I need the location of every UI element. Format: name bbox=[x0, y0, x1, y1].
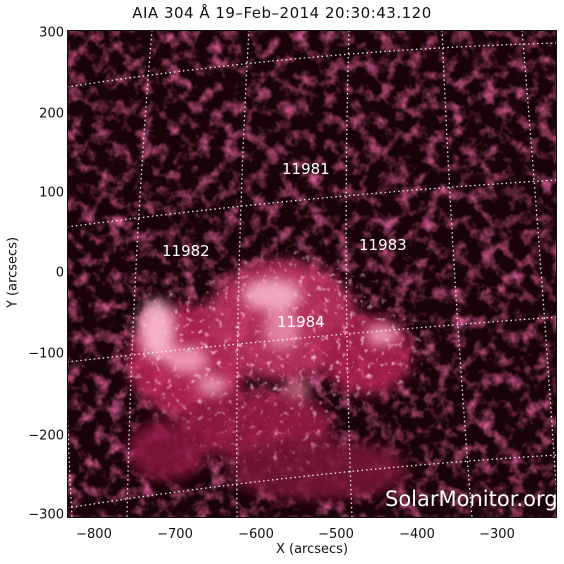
y-tick-0: 0 bbox=[55, 265, 64, 281]
x-tick-minus400: −400 bbox=[399, 527, 435, 542]
y-tick-minus200: −200 bbox=[28, 428, 64, 444]
region-label-11983: 11983 bbox=[359, 236, 407, 254]
image-title: AIA 304 Å 19–Feb–2014 20:30:43.120 bbox=[132, 4, 432, 22]
region-label-11981: 11981 bbox=[282, 160, 330, 178]
solar-image-panel: 11981 11982 11983 11984 SolarMonitor.org bbox=[63, 29, 558, 519]
y-axis-label: Y (arcsecs) bbox=[5, 236, 21, 309]
y-tick-minus300: −300 bbox=[28, 507, 64, 523]
x-tick-minus700: −700 bbox=[157, 527, 193, 542]
x-axis-label: X (arcsecs) bbox=[275, 542, 349, 557]
x-tick-minus300: −300 bbox=[479, 527, 515, 542]
y-tick-200: 200 bbox=[39, 106, 64, 122]
solarmonitor-watermark: SolarMonitor.org bbox=[385, 487, 557, 511]
region-label-11982: 11982 bbox=[162, 242, 210, 260]
x-tick-minus800: −800 bbox=[76, 527, 112, 542]
region-label-11984: 11984 bbox=[277, 313, 325, 331]
y-tick-100: 100 bbox=[39, 185, 64, 201]
y-tick-300: 300 bbox=[39, 25, 64, 41]
x-tick-minus600: −600 bbox=[238, 527, 274, 542]
y-tick-minus100: −100 bbox=[28, 346, 64, 362]
solar-image: 11981 11982 11983 11984 SolarMonitor.org bbox=[63, 29, 558, 519]
bright-plage bbox=[139, 279, 398, 399]
x-tick-minus500: −500 bbox=[318, 527, 354, 542]
